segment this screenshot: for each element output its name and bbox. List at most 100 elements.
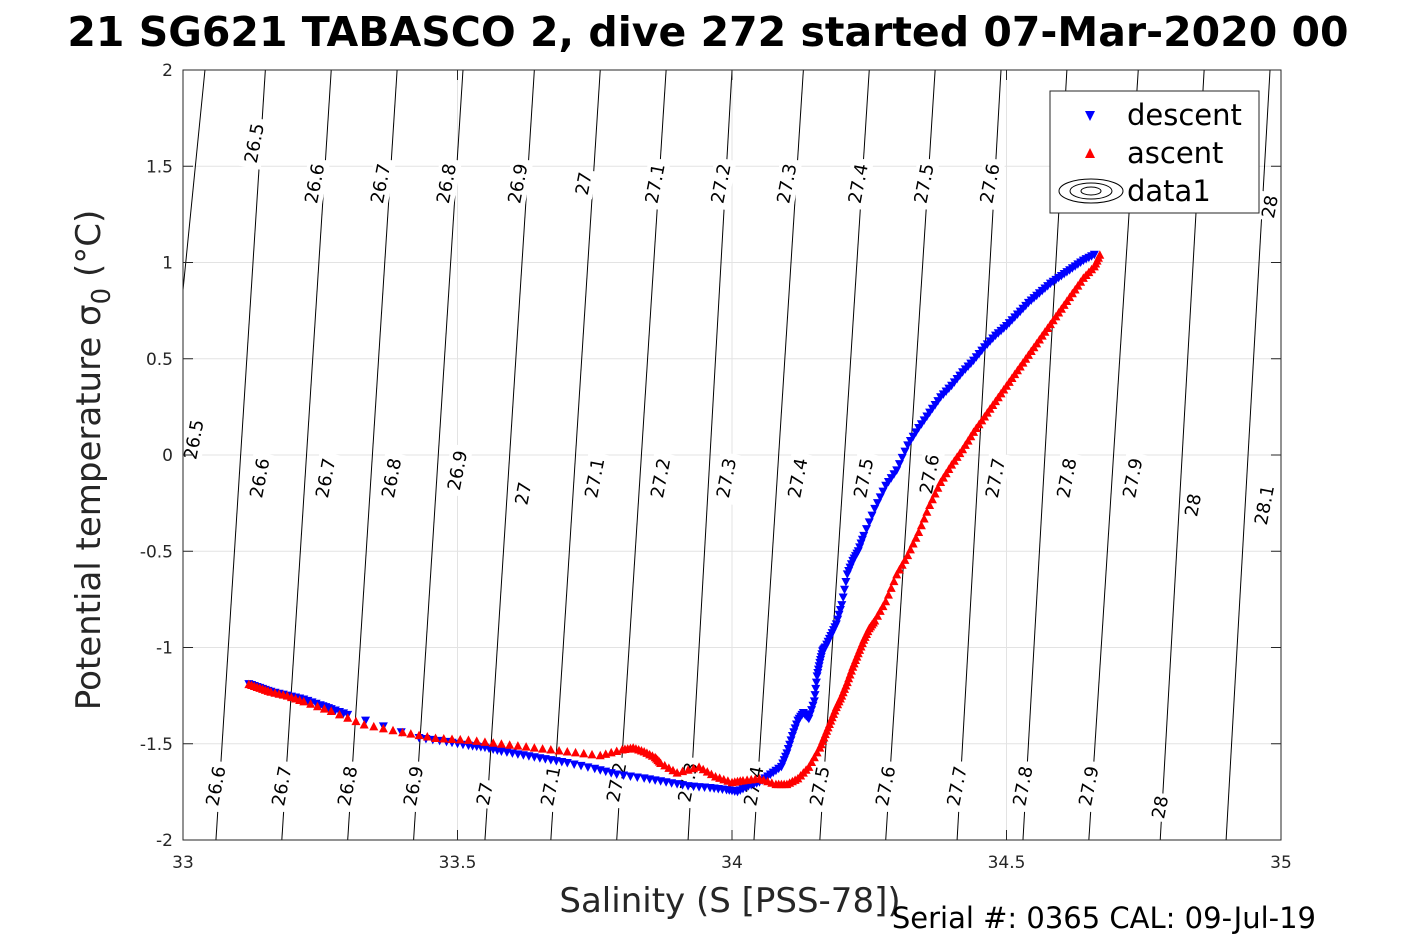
contour-label-backing: [238, 116, 270, 170]
contour-label: 28: [1179, 489, 1207, 521]
y-axis-label-unit: (°C): [69, 210, 109, 288]
descent-point: [894, 460, 904, 469]
x-tick-label: 33.5: [439, 853, 477, 873]
descent-point: [361, 716, 371, 726]
contour-label-backing: [535, 759, 567, 813]
y-tick-label: -2: [156, 831, 173, 851]
ascent-point: [812, 747, 822, 757]
ascent-point: [930, 489, 940, 498]
ascent-point: [398, 727, 408, 737]
ascent-point: [938, 473, 948, 482]
contour-label-backing: [705, 156, 737, 211]
contour-label: 26.6: [299, 156, 331, 211]
ascent-point: [958, 444, 968, 454]
ascent-point: [351, 716, 361, 726]
descent-point: [892, 466, 902, 475]
legend-descent-marker: [1085, 111, 1095, 121]
contour-label-backing: [332, 759, 364, 813]
x-axis-ticks: 33 33.5 34 34.5 35: [172, 70, 1292, 873]
descent-point: [870, 504, 880, 514]
contour-label-backing: [579, 451, 611, 505]
ascent-point: [892, 569, 902, 579]
ascent-point: [881, 596, 891, 606]
series-ascent: [244, 250, 1105, 789]
contour-label-backing: [782, 451, 814, 505]
ascent-point: [870, 616, 880, 625]
y-axis-ticks: -2 -1.5 -1 -0.5 0 0.5 1 1.5 2: [140, 61, 1281, 851]
y-tick-label: -0.5: [140, 542, 173, 562]
ascent-point: [886, 583, 896, 592]
ascent-point: [455, 734, 465, 744]
ascent-point: [299, 696, 309, 706]
descent-point: [1089, 250, 1099, 260]
data-series: [244, 250, 1105, 797]
contour-label-backing: [941, 759, 973, 813]
ascent-point: [439, 733, 449, 743]
ascent-point: [911, 533, 921, 542]
contour-label-backing: [430, 156, 463, 211]
ascent-point: [872, 611, 882, 620]
contour-label-backing: [804, 759, 836, 813]
contour-label-text: 27: [572, 170, 597, 196]
ascent-point: [488, 738, 498, 747]
ascent-point: [447, 734, 457, 743]
descent-point: [859, 531, 869, 541]
contour-label-backing: [1248, 478, 1281, 532]
x-tick-label: 34.5: [988, 853, 1026, 873]
descent-point: [834, 610, 844, 620]
contour-label: 28: [1146, 791, 1174, 824]
descent-point: [837, 601, 847, 610]
contour-label: 26.9: [398, 759, 430, 813]
ascent-point: [916, 520, 926, 530]
descent-point: [862, 525, 872, 534]
ascent-point: [897, 560, 907, 569]
x-tick-label: 35: [1270, 853, 1292, 873]
ascent-point: [521, 742, 531, 751]
contour-label-backing: [502, 156, 534, 211]
contour-label-backing: [200, 759, 232, 813]
descent-point: [835, 605, 845, 615]
ascent-point: [889, 576, 899, 586]
ascent-point: [966, 431, 976, 441]
ascent-point: [807, 757, 817, 767]
contour-label-backing: [1073, 759, 1105, 813]
contour-line-26-6: [215, 70, 266, 840]
contour-label-backing: [1256, 190, 1284, 223]
ascent-point: [905, 544, 915, 554]
ascent-point: [927, 494, 937, 504]
x-axis-label: Salinity (S [PSS-78]): [559, 881, 900, 921]
contour-label-backing: [1179, 489, 1207, 521]
contour-label: 28: [1256, 190, 1284, 223]
ascent-point: [933, 483, 943, 492]
contour-label-backing: [178, 412, 210, 467]
y-tick-label: -1: [156, 639, 173, 659]
descent-point: [840, 585, 850, 595]
ascent-point: [587, 749, 597, 759]
contour-label: 27: [509, 477, 537, 510]
contour-label-backing: [870, 759, 902, 813]
contour-label-backing: [771, 156, 803, 211]
y-axis-label-subscript: 0: [87, 288, 117, 305]
contour-label-backing: [974, 156, 1006, 211]
ascent-point: [579, 748, 589, 758]
contour-label-backing: [441, 443, 474, 498]
serial-calibration-note: Serial #: 0365 CAL: 09-Jul-19: [892, 901, 1316, 935]
ascent-point: [804, 762, 814, 771]
contour-label-text: 28: [1148, 794, 1173, 820]
descent-point: [576, 761, 586, 771]
contour-label-backing: [570, 167, 598, 200]
contour-label-backing: [639, 156, 671, 211]
y-tick-label: 0.5: [146, 350, 173, 370]
contour-label-backing: [376, 451, 408, 505]
ascent-point: [936, 477, 946, 486]
contour-label-backing: [310, 451, 342, 505]
contour-label-backing: [299, 156, 331, 211]
ascent-point: [925, 500, 935, 510]
ascent-point: [809, 752, 819, 762]
ascent-point: [496, 739, 506, 748]
x-tick-label: 33: [172, 853, 194, 873]
legend-descent-label: descent: [1127, 98, 1242, 132]
descent-point: [864, 518, 874, 527]
contour-label-backing: [848, 451, 880, 505]
descent-point: [562, 759, 572, 768]
